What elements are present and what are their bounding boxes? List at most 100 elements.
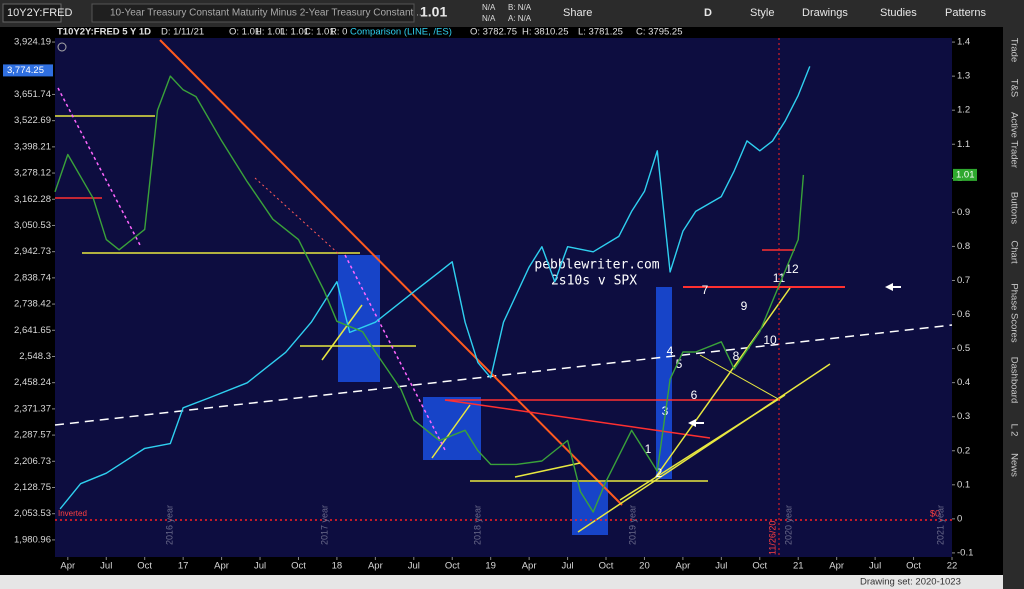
y-tick-label: 3,924.19 — [14, 37, 51, 48]
plot-area — [55, 38, 952, 557]
sidebar-tab[interactable]: L 2 — [1008, 424, 1019, 437]
drawings-button[interactable]: Drawings — [802, 7, 848, 19]
y2-tick-label: -0.1 — [957, 547, 973, 558]
x-tick-label: Apr — [214, 561, 229, 572]
y-tick-label: 2,641.65 — [14, 325, 51, 336]
symbol-box[interactable] — [2, 3, 62, 23]
x-tick-label: Jul — [869, 561, 881, 572]
sidebar-tab[interactable]: Trade — [1008, 38, 1019, 62]
y-tick-label: 2,738.42 — [14, 299, 51, 310]
trend-line — [54, 324, 953, 426]
x-tick-label: 18 — [332, 561, 343, 572]
x-tick-label: Apr — [829, 561, 844, 572]
price: 1.01 — [420, 4, 447, 20]
x-tick-label: Oct — [137, 561, 152, 572]
y-tick-label: 2,548.3 — [19, 351, 51, 362]
arrow — [885, 283, 901, 291]
x-tick-label: Jul — [561, 561, 573, 572]
trend-line — [159, 39, 623, 506]
header-bar — [0, 27, 1003, 38]
wave-label: 1 — [645, 442, 652, 456]
year-label: 2018 year — [472, 505, 482, 545]
year-label: 2021 year — [935, 505, 945, 545]
year-label: 2019 year — [627, 505, 637, 545]
y2-tick-label: 0.3 — [957, 411, 970, 422]
style-button[interactable]: Style — [750, 7, 774, 19]
y2-tick-label: 0.9 — [957, 207, 970, 218]
wave-label: 7 — [702, 283, 709, 297]
quote: N/A — [482, 3, 496, 12]
sidebar-tab[interactable]: T&S — [1008, 79, 1019, 97]
footer — [0, 575, 1003, 589]
patterns-button[interactable]: Patterns — [945, 7, 986, 19]
x-tick-label: Jul — [100, 561, 112, 572]
y2-tick-label: 0.5 — [957, 343, 970, 354]
ohlc: L: 1.01 — [280, 27, 309, 38]
wave-label: 12 — [785, 262, 799, 276]
trend-line — [344, 254, 446, 451]
x-tick-label: Oct — [906, 561, 921, 572]
sidebar-tab[interactable]: News — [1008, 453, 1019, 477]
x-axis-area — [0, 557, 1003, 575]
x-tick-label: 19 — [485, 561, 496, 572]
y-tick-label: 2,838.74 — [14, 272, 51, 283]
studies-button[interactable]: Studies — [880, 7, 917, 19]
date-marker: 11/26/20 — [767, 521, 777, 555]
description: 10-Year Treasury Constant Maturity Minus… — [110, 8, 424, 19]
y2-tick-label: 0.1 — [957, 479, 970, 490]
year-label: 2020 year — [783, 505, 793, 545]
trend-line — [321, 304, 363, 361]
sidebar-tab[interactable]: Dashboard — [1008, 357, 1019, 403]
x-tick-label: Oct — [752, 561, 767, 572]
symbol[interactable]: 10Y2Y:FRED — [7, 7, 72, 19]
quote: N/A — [482, 14, 496, 23]
sidebar-tab[interactable]: Buttons — [1008, 192, 1019, 224]
sidebar-tab[interactable]: Active Trader — [1008, 112, 1019, 168]
ohlc: C: 1.01 — [304, 27, 335, 38]
y2-tick-label: 1.3 — [957, 71, 970, 82]
y-tick-label: 3,398.21 — [14, 141, 51, 152]
y2-tick-label: 0.2 — [957, 445, 970, 456]
current-value-label: 1.01 — [956, 169, 975, 180]
wave-label: 5 — [676, 357, 683, 371]
y2-tick-label: 0 — [957, 513, 962, 524]
share-button[interactable]: Share — [563, 7, 592, 19]
wave-label: 6 — [691, 388, 698, 402]
x-tick-label: 21 — [793, 561, 804, 572]
ohlc: O: 1.01 — [229, 27, 260, 38]
x-tick-label: Apr — [522, 561, 537, 572]
right-axis-area — [952, 38, 1003, 557]
ohlc: O: 3782.75 — [470, 27, 517, 38]
trend-line — [699, 354, 781, 401]
year-label: 2016 year — [164, 505, 174, 545]
x-tick-label: 17 — [178, 561, 189, 572]
subtitle: 2s10s v SPX — [551, 274, 637, 289]
y2-tick-label: 1.4 — [957, 37, 970, 48]
ohlc: L: 3781.25 — [578, 27, 623, 38]
trend-line — [254, 177, 341, 256]
y-tick-label: 2,942.73 — [14, 246, 51, 257]
sidebar-tab[interactable]: Phase Scores — [1008, 283, 1019, 342]
wave-label: 8 — [733, 349, 740, 363]
period-button[interactable]: D — [704, 7, 712, 19]
x-tick-label: Jul — [408, 561, 420, 572]
info-icon[interactable] — [57, 42, 67, 52]
series-line — [54, 75, 805, 513]
sidebar-tab[interactable]: Chart — [1008, 240, 1019, 264]
zero-label: $0 — [930, 508, 940, 518]
quote: B: N/A — [508, 3, 532, 12]
description-box — [91, 3, 415, 23]
x-tick-label: Oct — [291, 561, 306, 572]
sidebar — [1003, 27, 1024, 589]
x-tick-label: Apr — [368, 561, 383, 572]
x-tick-label: Apr — [60, 561, 75, 572]
y2-tick-label: 1.1 — [957, 139, 970, 150]
current-value-box — [3, 64, 53, 77]
series-line — [59, 66, 811, 510]
trend-line — [654, 287, 791, 479]
x-tick-label: Oct — [445, 561, 460, 572]
trend-line — [619, 394, 786, 501]
x-tick-label: 20 — [639, 561, 650, 572]
arrow — [688, 419, 704, 427]
